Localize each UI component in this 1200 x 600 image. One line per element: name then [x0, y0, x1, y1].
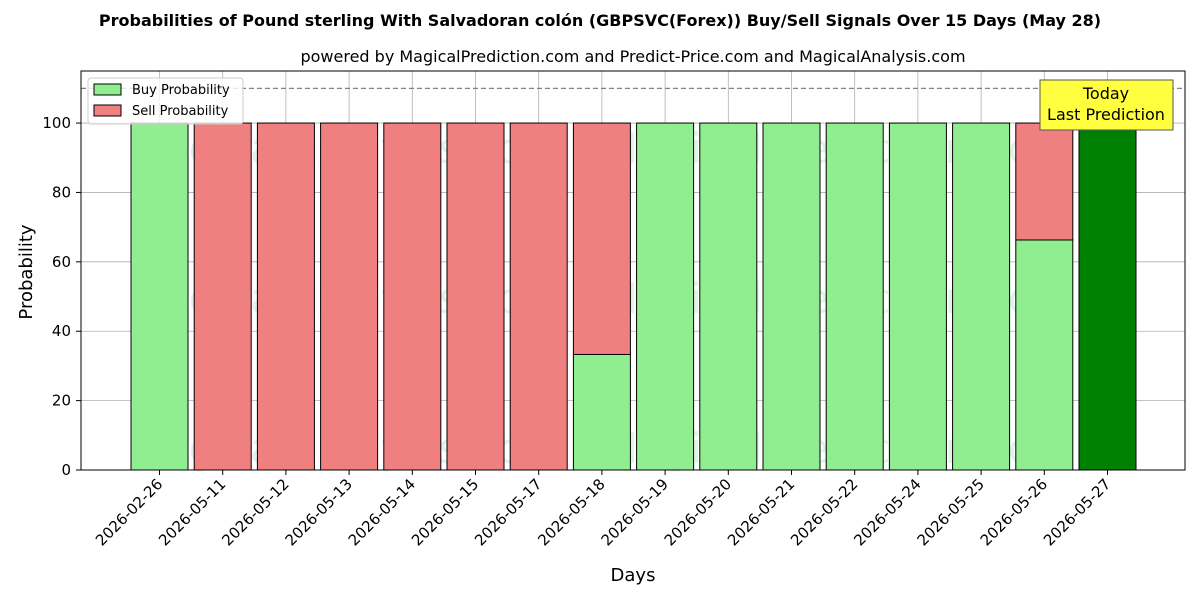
today-annotation-box	[1039, 79, 1174, 131]
x-tick-label: 2026-05-18	[534, 475, 608, 549]
x-tick-label: 2026-02-26	[92, 475, 166, 549]
y-tick-label: 60	[52, 253, 71, 271]
chart-subtitle: powered by MagicalPrediction.com and Pre…	[300, 47, 965, 66]
bar-sell	[509, 122, 568, 471]
legend-label-sell: Sell Probability	[132, 104, 229, 119]
today-annotation: Today Last Prediction	[1039, 79, 1174, 131]
bar-sell	[1015, 122, 1074, 241]
bar-sell	[446, 122, 505, 471]
x-axis-label: Days	[611, 565, 656, 586]
x-tick-label: 2026-05-27	[1040, 475, 1114, 549]
bar-buy	[130, 122, 189, 471]
y-tick-label: 20	[52, 392, 71, 410]
x-tick-label: 2026-05-26	[977, 475, 1051, 549]
x-tick-label: 2026-05-12	[218, 475, 292, 549]
bar-buy	[636, 122, 695, 471]
bar-buy	[762, 122, 821, 471]
y-tick-label: 80	[52, 183, 71, 201]
bars	[130, 122, 1137, 471]
legend-label-buy: Buy Probability	[132, 83, 230, 98]
x-tick-label: 2026-05-17	[471, 475, 545, 549]
bar-buy	[952, 122, 1011, 471]
bar-sell	[320, 122, 379, 471]
bar-buy	[888, 122, 947, 471]
y-tick-label: 40	[52, 322, 71, 340]
y-tick-label: 100	[42, 114, 71, 132]
bar-sell	[193, 122, 252, 471]
today-annotation-line1: Today	[1082, 84, 1129, 103]
x-tick-label: 2026-05-20	[661, 475, 735, 549]
legend: Buy Probability Sell Probability	[87, 77, 244, 125]
bar-buy	[825, 122, 884, 471]
legend-frame	[87, 77, 244, 125]
bar-buy	[1078, 122, 1137, 471]
bar-buy	[699, 122, 758, 471]
x-tick-label: 2026-05-15	[408, 475, 482, 549]
x-tick-label: 2026-05-24	[850, 475, 924, 549]
bar-sell	[383, 122, 442, 471]
bar-buy	[572, 353, 631, 471]
x-tick-label: 2026-05-14	[345, 475, 419, 549]
x-tick-label: 2026-05-21	[724, 475, 798, 549]
x-tick-label: 2026-05-22	[787, 475, 861, 549]
y-axis-label: Probability	[16, 224, 37, 319]
x-tick-label: 2026-05-25	[914, 475, 988, 549]
chart-title: Probabilities of Pound sterling With Sal…	[99, 11, 1101, 30]
y-tick-label: 0	[61, 461, 71, 479]
today-annotation-line2: Last Prediction	[1047, 105, 1165, 124]
legend-swatch-sell	[93, 104, 122, 117]
bar-sell	[572, 122, 631, 355]
bar-sell	[256, 122, 315, 471]
x-tick-label: 2026-05-13	[282, 475, 356, 549]
bar-buy	[1015, 239, 1074, 471]
legend-swatch-buy	[93, 83, 122, 96]
plot-frame	[80, 70, 1186, 471]
x-tick-label: 2026-05-19	[598, 475, 672, 549]
x-tick-label: 2026-05-11	[155, 475, 229, 549]
